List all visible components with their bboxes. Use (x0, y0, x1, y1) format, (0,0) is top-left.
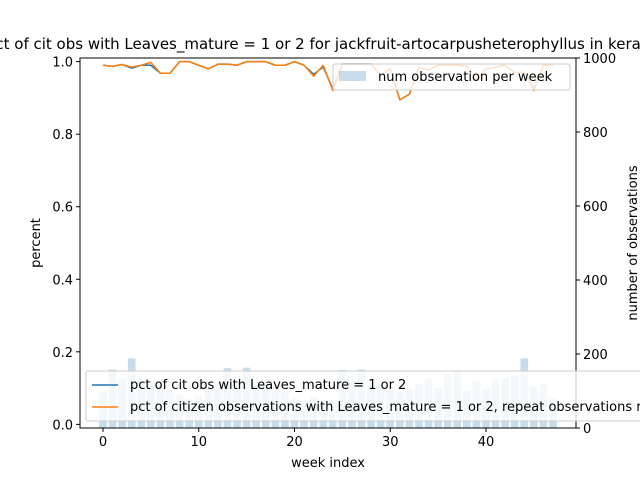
y-right-tick-label: 1000 (583, 52, 616, 67)
legend-bar-label: num observation per week (378, 70, 553, 85)
x-axis: 0 10 20 30 40 (99, 428, 494, 450)
y-right-tick-label: 0 (583, 422, 591, 437)
y-left-tick-label: 0.6 (52, 201, 73, 216)
plot-frame (79, 57, 577, 429)
y-left-tick-label: 0.8 (52, 128, 73, 143)
y-right-tick-label: 600 (583, 200, 608, 215)
y-right-tick-label: 800 (583, 126, 608, 141)
y-axis-left: 0.0 0.2 0.4 0.6 0.8 1.0 (52, 56, 80, 433)
legend-line1-label: pct of cit obs with Leaves_mature = 1 or… (130, 378, 406, 393)
y-left-tick-label: 1.0 (52, 56, 73, 71)
y-left-tick-label: 0.4 (52, 273, 73, 288)
legend-top-right: num observation per week (332, 63, 571, 91)
y-axis-left-label: percent (29, 218, 44, 268)
y-axis-right-label: number of observations (626, 165, 640, 320)
x-tick-label: 0 (99, 435, 107, 450)
x-tick-label: 40 (478, 435, 495, 450)
chart-title: pct of cit obs with Leaves_mature = 1 or… (0, 35, 640, 54)
legend-line2-label: pct of citizen observations with Leaves_… (130, 400, 640, 415)
x-tick-label: 20 (286, 435, 303, 450)
legend-top-right-box (332, 63, 571, 91)
legend-bar-swatch (339, 71, 366, 81)
x-tick-label: 10 (190, 435, 207, 450)
y-right-tick-label: 200 (583, 348, 608, 363)
y-left-tick-label: 0.0 (52, 418, 73, 433)
y-right-tick-label: 400 (583, 274, 608, 289)
y-left-tick-label: 0.2 (52, 346, 73, 361)
x-tick-label: 30 (382, 435, 399, 450)
legend-bottom-box (85, 370, 640, 422)
x-axis-label: week index (291, 456, 365, 471)
legend-bottom: pct of cit obs with Leaves_mature = 1 or… (85, 370, 640, 422)
y-axis-right: 0 200 400 600 800 1000 (576, 52, 616, 437)
